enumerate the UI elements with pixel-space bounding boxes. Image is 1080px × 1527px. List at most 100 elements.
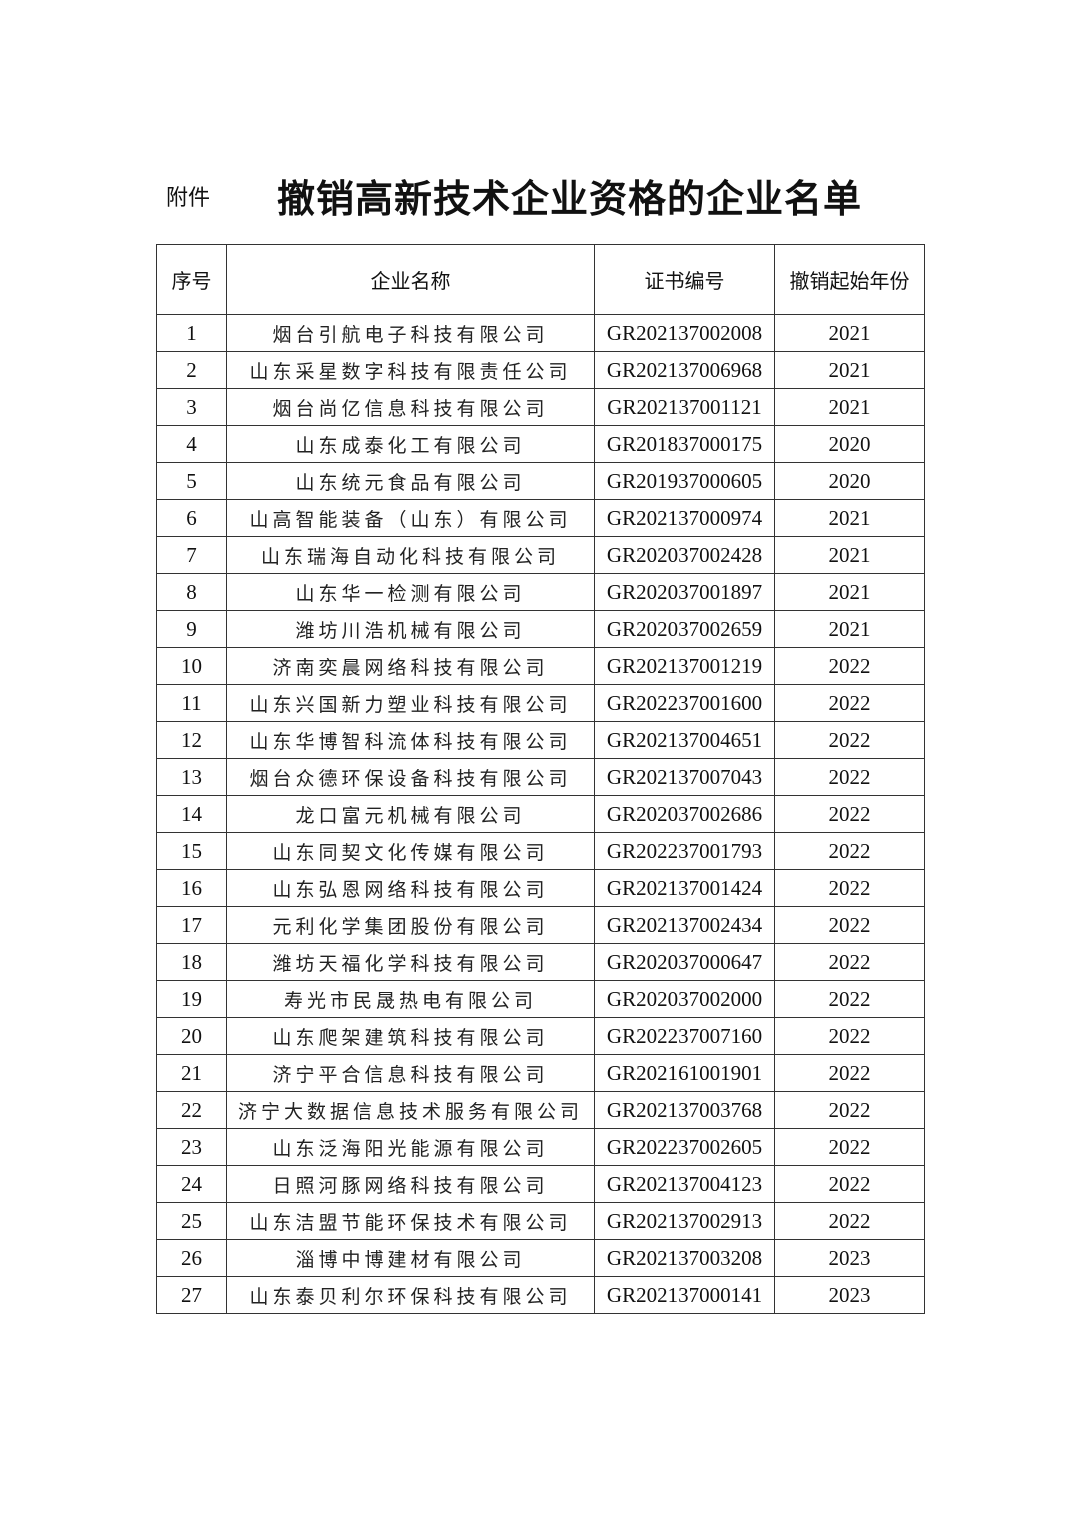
cell-company-name: 山东采星数字科技有限责任公司 [226,351,595,389]
table-row: 7 山东瑞海自动化科技有限公司 GR202037002428 2021 [156,536,925,574]
cell-index: 13 [156,758,227,796]
cell-index: 9 [156,610,227,648]
cell-revocation-year: 2022 [774,1017,925,1055]
cell-certificate-number: GR202137004123 [594,1165,775,1203]
cell-revocation-year: 2022 [774,684,925,722]
table-row: 13 烟台众德环保设备科技有限公司 GR202137007043 2022 [156,758,925,796]
table-row: 11 山东兴国新力塑业科技有限公司 GR202237001600 2022 [156,684,925,722]
cell-certificate-number: GR202137001121 [594,388,775,426]
cell-revocation-year: 2020 [774,425,925,463]
cell-index: 24 [156,1165,227,1203]
cell-certificate-number: GR202037000647 [594,943,775,981]
attachment-label: 附件 [166,186,211,211]
cell-certificate-number: GR202037002428 [594,536,775,574]
cell-index: 20 [156,1017,227,1055]
cell-company-name: 潍坊川浩机械有限公司 [226,610,595,648]
cell-index: 22 [156,1091,227,1129]
cell-certificate-number: GR201937000605 [594,462,775,500]
cell-certificate-number: GR202161001901 [594,1054,775,1092]
cell-certificate-number: GR202237007160 [594,1017,775,1055]
cell-certificate-number: GR202137000974 [594,499,775,537]
cell-index: 1 [156,314,227,352]
table-row: 9 潍坊川浩机械有限公司 GR202037002659 2021 [156,610,925,648]
cell-revocation-year: 2022 [774,647,925,685]
table-row: 21 济宁平合信息科技有限公司 GR202161001901 2022 [156,1054,925,1092]
header-certificate-number: 证书编号 [594,244,775,315]
table-row: 2 山东采星数字科技有限责任公司 GR202137006968 2021 [156,351,925,389]
cell-revocation-year: 2021 [774,388,925,426]
cell-certificate-number: GR202137002008 [594,314,775,352]
cell-company-name: 淄博中博建材有限公司 [226,1239,595,1277]
cell-revocation-year: 2022 [774,1165,925,1203]
cell-company-name: 山东泛海阳光能源有限公司 [226,1128,595,1166]
table-row: 25 山东洁盟节能环保技术有限公司 GR202137002913 2022 [156,1202,925,1240]
cell-index: 10 [156,647,227,685]
cell-certificate-number: GR202137002434 [594,906,775,944]
cell-index: 25 [156,1202,227,1240]
cell-certificate-number: GR202037001897 [594,573,775,611]
cell-index: 19 [156,980,227,1018]
table-row: 20 山东爬架建筑科技有限公司 GR202237007160 2022 [156,1017,925,1055]
cell-revocation-year: 2022 [774,869,925,907]
cell-revocation-year: 2021 [774,610,925,648]
cell-certificate-number: GR202037002686 [594,795,775,833]
cell-certificate-number: GR201837000175 [594,425,775,463]
cell-index: 21 [156,1054,227,1092]
cell-revocation-year: 2021 [774,351,925,389]
header-company-name: 企业名称 [226,244,595,315]
cell-revocation-year: 2022 [774,1202,925,1240]
cell-revocation-year: 2023 [774,1276,925,1314]
cell-certificate-number: GR202137000141 [594,1276,775,1314]
cell-company-name: 山东洁盟节能环保技术有限公司 [226,1202,595,1240]
table-row: 24 日照河豚网络科技有限公司 GR202137004123 2022 [156,1165,925,1203]
table-row: 4 山东成泰化工有限公司 GR201837000175 2020 [156,425,925,463]
table-row: 10 济南奕晨网络科技有限公司 GR202137001219 2022 [156,647,925,685]
cell-company-name: 烟台尚亿信息科技有限公司 [226,388,595,426]
cell-index: 11 [156,684,227,722]
table-row: 3 烟台尚亿信息科技有限公司 GR202137001121 2021 [156,388,925,426]
cell-certificate-number: GR202137004651 [594,721,775,759]
cell-certificate-number: GR202137001219 [594,647,775,685]
cell-index: 7 [156,536,227,574]
cell-index: 12 [156,721,227,759]
cell-company-name: 山东华一检测有限公司 [226,573,595,611]
cell-company-name: 烟台众德环保设备科技有限公司 [226,758,595,796]
cell-revocation-year: 2023 [774,1239,925,1277]
document-title: 撤销高新技术企业资格的企业名单 [277,177,863,221]
cell-index: 4 [156,425,227,463]
cell-company-name: 山东弘恩网络科技有限公司 [226,869,595,907]
cell-revocation-year: 2022 [774,795,925,833]
table-row: 5 山东统元食品有限公司 GR201937000605 2020 [156,462,925,500]
cell-certificate-number: GR202237002605 [594,1128,775,1166]
cell-index: 18 [156,943,227,981]
cell-certificate-number: GR202137003768 [594,1091,775,1129]
cell-company-name: 山东兴国新力塑业科技有限公司 [226,684,595,722]
cell-index: 8 [156,573,227,611]
cell-certificate-number: GR202237001793 [594,832,775,870]
cell-company-name: 寿光市民晟热电有限公司 [226,980,595,1018]
header-revocation-year: 撤销起始年份 [774,244,925,315]
cell-certificate-number: GR202237001600 [594,684,775,722]
cell-revocation-year: 2022 [774,980,925,1018]
cell-revocation-year: 2021 [774,536,925,574]
revoked-enterprises-table: 序号 企业名称 证书编号 撤销起始年份 1 烟台引航电子科技有限公司 GR20213… [156,244,925,1314]
cell-company-name: 潍坊天福化学科技有限公司 [226,943,595,981]
table-row: 23 山东泛海阳光能源有限公司 GR202237002605 2022 [156,1128,925,1166]
cell-certificate-number: GR202137003208 [594,1239,775,1277]
table-row: 8 山东华一检测有限公司 GR202037001897 2021 [156,573,925,611]
cell-index: 15 [156,832,227,870]
cell-certificate-number: GR202037002659 [594,610,775,648]
cell-revocation-year: 2022 [774,758,925,796]
cell-revocation-year: 2020 [774,462,925,500]
cell-revocation-year: 2022 [774,1128,925,1166]
cell-certificate-number: GR202137001424 [594,869,775,907]
cell-revocation-year: 2022 [774,1054,925,1092]
cell-company-name: 烟台引航电子科技有限公司 [226,314,595,352]
header-index: 序号 [156,244,227,315]
cell-certificate-number: GR202137002913 [594,1202,775,1240]
table-row: 1 烟台引航电子科技有限公司 GR202137002008 2021 [156,314,925,352]
cell-index: 5 [156,462,227,500]
table-row: 19 寿光市民晟热电有限公司 GR202037002000 2022 [156,980,925,1018]
cell-company-name: 山高智能装备（山东）有限公司 [226,499,595,537]
cell-company-name: 山东统元食品有限公司 [226,462,595,500]
